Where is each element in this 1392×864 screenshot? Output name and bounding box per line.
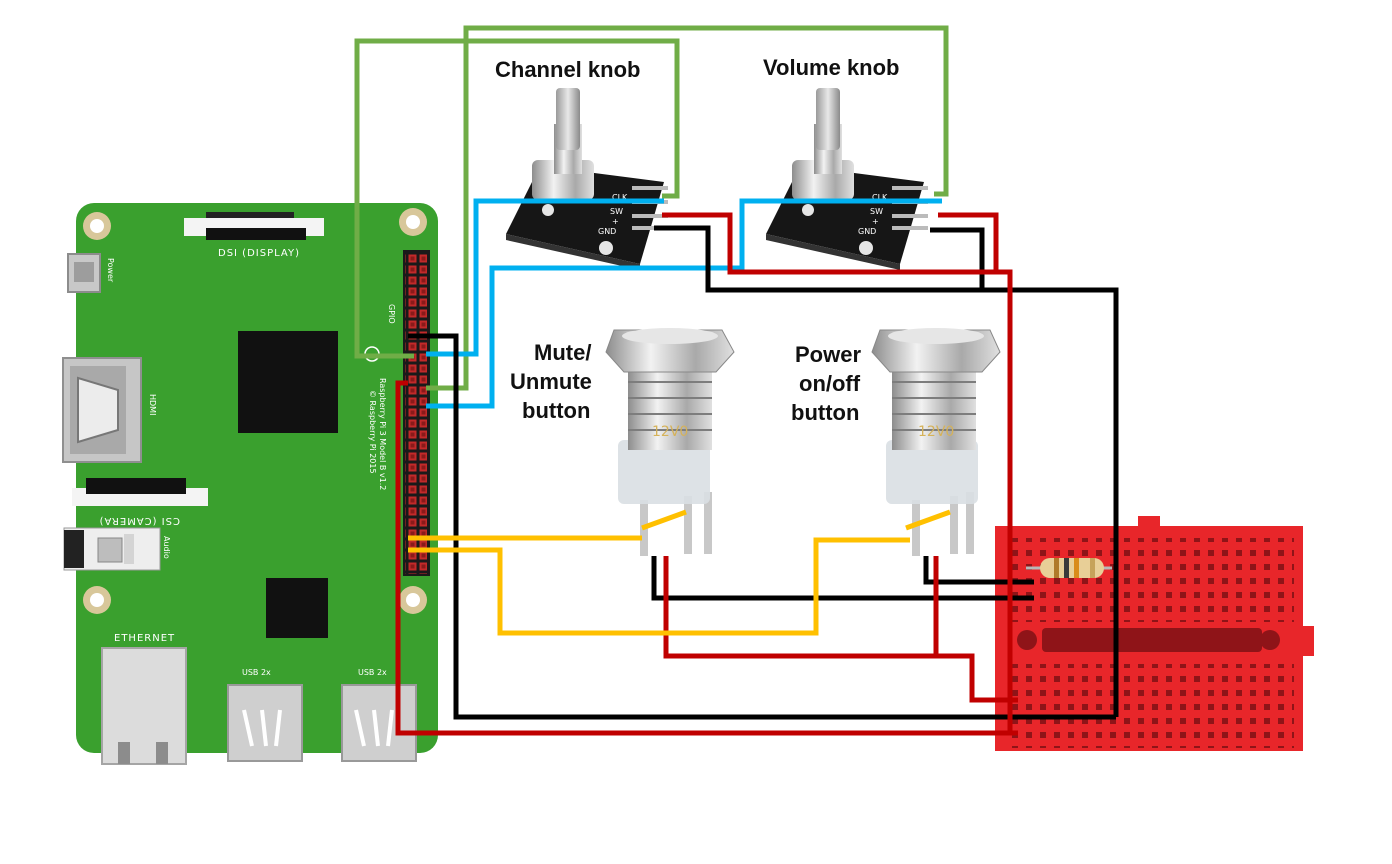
red-wire-volume-vcc [938,212,999,272]
mute-button: 12V0 [605,328,735,556]
power-button: 12V0 [871,328,1001,556]
csi-label: CSI (CAMERA) [99,515,180,526]
blue-wire-channel-dt [426,198,664,357]
black-wire-mute [651,556,1034,601]
usb-right-label: USB 2x [358,668,387,677]
black-wire-channel-gnd [654,225,1119,717]
gpio-header: GPIO Raspberry Pi 3 Model B v1.2 © Raspb… [364,250,430,576]
black-wire-power [923,556,1034,585]
raspberry-pi-board: Power DSI (DISPLAY) HDMI CSI (CAMERA) [62,203,438,765]
volume-encoder: CLK SW + GND [766,88,928,270]
audio-label: Audio [162,536,171,559]
model-label-2: © Raspberry Pi 2015 [368,390,377,474]
hdmi-label: HDMI [148,394,157,415]
mute-button-label-line2: Unmute [510,369,592,394]
mounting-holes [83,208,427,614]
hdmi-connector: HDMI [62,357,157,463]
mute-button-label-line3: button [522,398,590,423]
csi-connector: CSI (CAMERA) [72,478,208,526]
power-button-label-line1: Power [795,342,861,367]
breadboard [995,516,1314,751]
volume-knob-label: Volume knob [763,55,900,80]
yellow-wire-power-led-tab [905,509,951,531]
red-wire-mute [663,556,1018,703]
channel-plus-label: + [612,217,619,226]
red-wire-channel-vcc [662,212,1013,555]
volume-knob-shaft [816,88,840,150]
audio-jack: Audio [63,527,171,571]
black-wire-ground-rail [408,333,1116,720]
volume-plus-label: + [872,217,879,226]
volume-sw-label: SW [870,207,883,216]
dsi-label: DSI (DISPLAY) [218,248,300,259]
volume-clk-label: CLK [872,193,888,202]
soc-chip [238,331,338,433]
lan-chip [266,578,328,638]
yellow-wire-power-led [408,537,910,636]
channel-knob-label: Channel knob [495,57,640,82]
model-label-1: Raspberry Pi 3 Model B v1.2 [378,378,387,490]
mute-button-label-line1: Mute/ [534,340,591,365]
red-wire-power-rail [395,380,1018,736]
wires [354,25,1119,736]
usb-port-right: USB 2x [341,668,417,762]
channel-sw-label: SW [610,207,623,216]
channel-encoder: CLK SW + GND [506,88,668,270]
ethernet-label: ETHERNET [114,633,175,644]
yellow-wire-mute-led-tab [641,509,687,531]
channel-knob-shaft [556,88,580,150]
power-button-label-line2: on/off [799,371,861,396]
power-button-marking: 12V0 [918,424,954,440]
usb-left-label: USB 2x [242,668,271,677]
breadboard-channel [1042,628,1262,652]
pi-pcb [76,203,438,753]
green-wire-volume-clk [426,25,949,391]
channel-clk-label: CLK [612,193,628,202]
resistor [1026,558,1112,578]
blue-wire-volume-dt [426,198,942,409]
power-label: Power [106,258,115,283]
volume-gnd-label: GND [858,227,876,236]
ethernet-port: ETHERNET [101,633,187,765]
power-connector: Power [67,253,115,293]
black-wire-volume-gnd [930,227,985,290]
mute-button-marking: 12V0 [652,424,688,440]
usb-port-left: USB 2x [227,668,303,762]
power-button-label-line3: button [791,400,859,425]
channel-gnd-label: GND [598,227,616,236]
dsi-connector: DSI (DISPLAY) [184,212,324,259]
green-wire-channel-clk [354,38,680,359]
gpio-label: GPIO [387,304,396,324]
